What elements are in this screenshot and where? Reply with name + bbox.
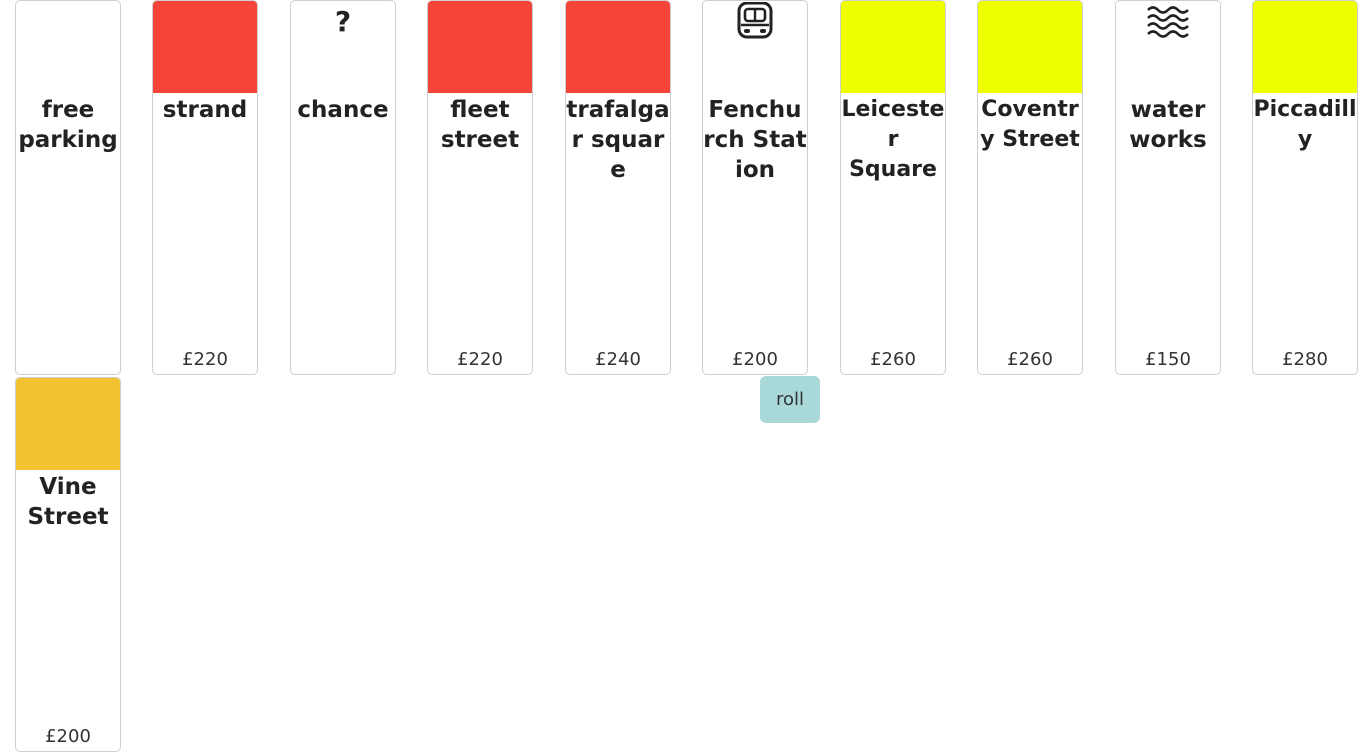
tile-price: £200 [732,349,778,370]
tile-price: £150 [1145,349,1191,370]
tile-name: water works [1129,97,1207,153]
question-mark-icon: ? [334,5,352,38]
tile-price: £240 [595,349,641,370]
color-band [1253,1,1357,93]
tile-price: £260 [870,349,916,370]
tile-name: strand [162,97,248,123]
tile-trafalgar-square[interactable]: trafalgar square £240 [565,0,671,375]
tile-name: Piccadilly [1253,97,1357,152]
color-band [978,1,1082,93]
tile-free-parking[interactable]: free parking [15,0,121,375]
tile-name: Fenchurch Station [703,97,807,183]
tile-price: £220 [182,349,228,370]
tile-fenchurch-station[interactable]: Fenchurch Station £200 [702,0,808,375]
tile-water-works[interactable]: water works £150 [1115,0,1221,375]
color-band [16,378,120,470]
color-band [153,1,257,93]
tile-strand[interactable]: strand £220 [152,0,258,375]
tile-price: £260 [1007,349,1053,370]
tile-vine-street[interactable]: Vine Street £200 [15,377,121,752]
tile-chance[interactable]: ? chance [290,0,396,375]
water-icon [1116,1,1220,41]
tile-name: Coventry Street [980,97,1080,152]
tile-name: Leicester Square [841,97,945,182]
tile-piccadilly[interactable]: Piccadilly £280 [1252,0,1358,375]
tile-leicester-square[interactable]: Leicester Square £260 [840,0,946,375]
tile-fleet-street[interactable]: fleet street £220 [427,0,533,375]
roll-button[interactable]: roll [760,376,820,423]
train-icon [703,1,807,41]
color-band [841,1,945,93]
tile-name: chance [297,97,389,123]
color-band [428,1,532,93]
tile-name: fleet street [440,97,520,153]
tile-name: Vine Street [27,474,109,530]
tile-price: £280 [1282,349,1328,370]
tile-name: trafalgar square [566,97,670,183]
tile-name: free parking [18,97,118,153]
color-band [566,1,670,93]
tile-price: £220 [457,349,503,370]
tile-price: £200 [45,726,91,747]
tile-coventry-street[interactable]: Coventry Street £260 [977,0,1083,375]
